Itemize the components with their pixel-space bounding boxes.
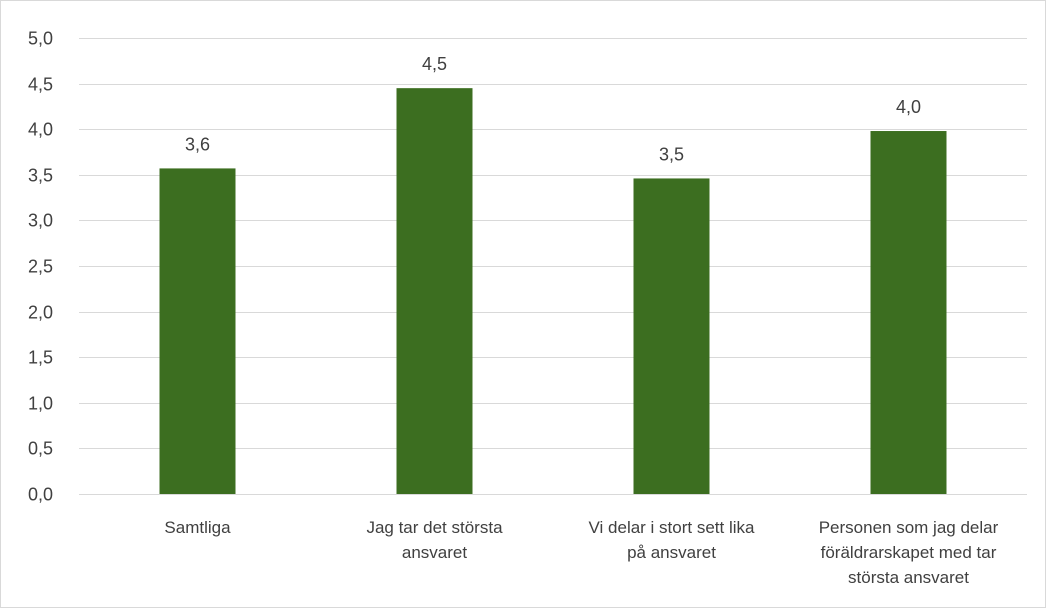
gridlines <box>79 38 1027 495</box>
data-label: 4,0 <box>896 97 921 117</box>
y-tick-label: 3,0 <box>28 211 53 231</box>
category-label: föräldrarskapet med tar <box>821 543 997 562</box>
category-label: Samtliga <box>164 518 231 537</box>
bar <box>870 131 947 495</box>
category-label: Vi delar i stort sett lika <box>589 518 756 537</box>
category-label: största ansvaret <box>848 568 969 587</box>
y-tick-label: 5,0 <box>28 29 53 49</box>
y-tick-label: 4,0 <box>28 120 53 140</box>
y-tick-label: 2,0 <box>28 303 53 323</box>
data-label: 4,5 <box>422 54 447 74</box>
y-tick-label: 2,5 <box>28 257 53 277</box>
y-tick-label: 0,0 <box>28 485 53 505</box>
y-axis-tick-labels: 0,0 0,5 1,0 1,5 2,0 2,5 3,0 3,5 4,0 4,5 5,0 <box>28 29 53 505</box>
y-tick-label: 0,5 <box>28 439 53 459</box>
y-tick-label: 3,5 <box>28 166 53 186</box>
x-axis-category-labels: Samtliga Jag tar det största ansvaret Vi de… <box>164 518 998 587</box>
y-tick-label: 1,5 <box>28 348 53 368</box>
data-label: 3,5 <box>659 144 684 164</box>
bar <box>633 178 710 494</box>
category-label: Personen som jag delar <box>819 518 999 537</box>
category-label: Jag tar det största <box>366 518 503 537</box>
category-label: på ansvaret <box>627 543 716 562</box>
data-labels: 3,6 4,5 3,5 4,0 <box>185 54 921 164</box>
category-label: ansvaret <box>402 543 467 562</box>
y-tick-label: 4,5 <box>28 75 53 95</box>
data-label: 3,6 <box>185 134 210 154</box>
bars <box>159 88 947 495</box>
bar <box>159 168 236 494</box>
y-tick-label: 1,0 <box>28 394 53 414</box>
bar <box>396 88 473 494</box>
